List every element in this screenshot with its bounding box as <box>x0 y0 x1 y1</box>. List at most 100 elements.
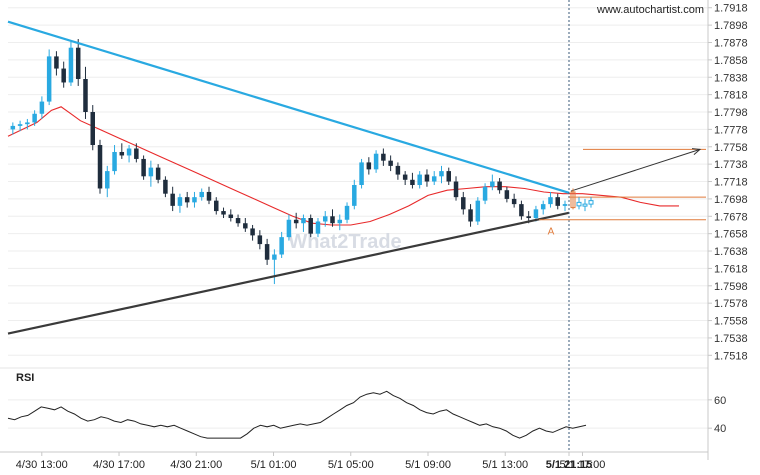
candle-body <box>439 171 444 177</box>
candle <box>163 176 168 198</box>
candle-body <box>184 197 190 203</box>
candle-body <box>424 174 430 182</box>
post-break-body <box>576 201 582 207</box>
candle <box>192 191 197 208</box>
candle <box>402 171 408 185</box>
candle-body <box>410 179 415 185</box>
candle-body <box>337 219 343 224</box>
time-tick-label: 5/1 13:00 <box>482 459 528 471</box>
candle <box>46 49 52 106</box>
candle <box>330 209 335 227</box>
candle-body <box>264 244 270 260</box>
candle <box>206 186 212 205</box>
time-tick-label: 5/1 21:15 <box>546 459 592 471</box>
ma-line <box>7 106 679 226</box>
candle <box>540 200 546 215</box>
candle-body <box>482 186 488 201</box>
candle-body <box>163 179 168 194</box>
rsi-panel: RSI <box>7 372 587 439</box>
candle <box>315 218 321 238</box>
candle-body <box>54 56 59 69</box>
candle <box>112 145 117 175</box>
candle <box>264 238 270 265</box>
candle <box>199 188 204 201</box>
candle-body <box>461 197 466 210</box>
candle-body <box>10 125 16 130</box>
candle-body <box>526 216 531 219</box>
candle-body <box>540 204 546 210</box>
candle <box>519 200 524 220</box>
time-tick-label: 4/30 17:00 <box>93 459 145 471</box>
price-tick-label: 1.7678 <box>714 211 748 223</box>
candle <box>446 167 452 185</box>
candle-body <box>206 191 212 201</box>
resistance-line <box>7 20 570 194</box>
candle-body <box>257 235 263 245</box>
time-tick-label: 4/30 21:00 <box>170 459 222 471</box>
price-tick-label: 1.7898 <box>714 20 748 32</box>
candle-body <box>293 219 299 224</box>
candle <box>39 96 45 119</box>
candle-body <box>141 158 146 177</box>
candle <box>286 214 292 241</box>
price-tick-label: 1.7758 <box>714 142 748 154</box>
rsi-tick-label: 60 <box>714 395 726 407</box>
candle-body <box>177 197 183 206</box>
candle-body <box>402 174 408 180</box>
price-tick-label: 1.7658 <box>714 229 748 241</box>
price-axis: 1.7918 1.7898 1.7878 1.7858 1.7838 1.7818 1.77… <box>707 0 748 460</box>
candle-body <box>272 254 277 260</box>
candle <box>388 155 393 172</box>
candle <box>141 155 146 180</box>
candle <box>548 191 553 208</box>
time-tick-label: 5/1 01:00 <box>251 459 297 471</box>
candle-body <box>148 167 154 177</box>
time-tick-label: 5/1 17:00 <box>560 459 606 471</box>
candle-body <box>366 162 372 170</box>
rsi-tick-label: 40 <box>714 423 726 435</box>
grid <box>0 7 708 429</box>
candle <box>431 171 437 185</box>
candle <box>184 191 190 208</box>
candle <box>439 165 444 184</box>
price-tick-label: 1.7838 <box>714 72 748 84</box>
candle <box>68 40 74 86</box>
candle <box>395 162 401 180</box>
price-tick-label: 1.7538 <box>714 333 748 345</box>
price-tick-label: 1.7798 <box>714 107 748 119</box>
candle-body <box>112 151 117 172</box>
candle <box>504 186 510 203</box>
candle <box>272 249 277 285</box>
candle-body <box>250 228 255 236</box>
candle <box>344 202 350 224</box>
candle-body <box>39 101 45 114</box>
candle-body <box>68 47 74 83</box>
time-tick-label: 5/1 09:00 <box>405 459 451 471</box>
candle <box>17 120 23 132</box>
candle <box>497 178 502 194</box>
candle-body <box>497 181 502 191</box>
candle-body <box>315 221 321 234</box>
post-break-candle <box>588 197 594 208</box>
price-tick-label: 1.7878 <box>714 37 748 49</box>
rsi-line <box>7 390 587 439</box>
price-tick-label: 1.7738 <box>714 159 748 171</box>
candle <box>490 174 495 191</box>
candle-body <box>446 171 452 182</box>
candle <box>366 157 372 175</box>
candle <box>482 183 488 205</box>
candle-body <box>90 112 95 146</box>
candle <box>228 209 234 222</box>
candle-body <box>395 165 401 175</box>
candle <box>10 122 16 135</box>
candle <box>235 214 241 227</box>
candle <box>373 150 379 173</box>
candle <box>177 193 183 213</box>
candle-body <box>192 197 197 203</box>
support-line <box>7 211 570 335</box>
candle <box>134 143 139 163</box>
candle-body <box>119 151 125 156</box>
candle-body <box>170 193 175 206</box>
candle <box>97 139 103 194</box>
candle-body <box>46 56 52 102</box>
